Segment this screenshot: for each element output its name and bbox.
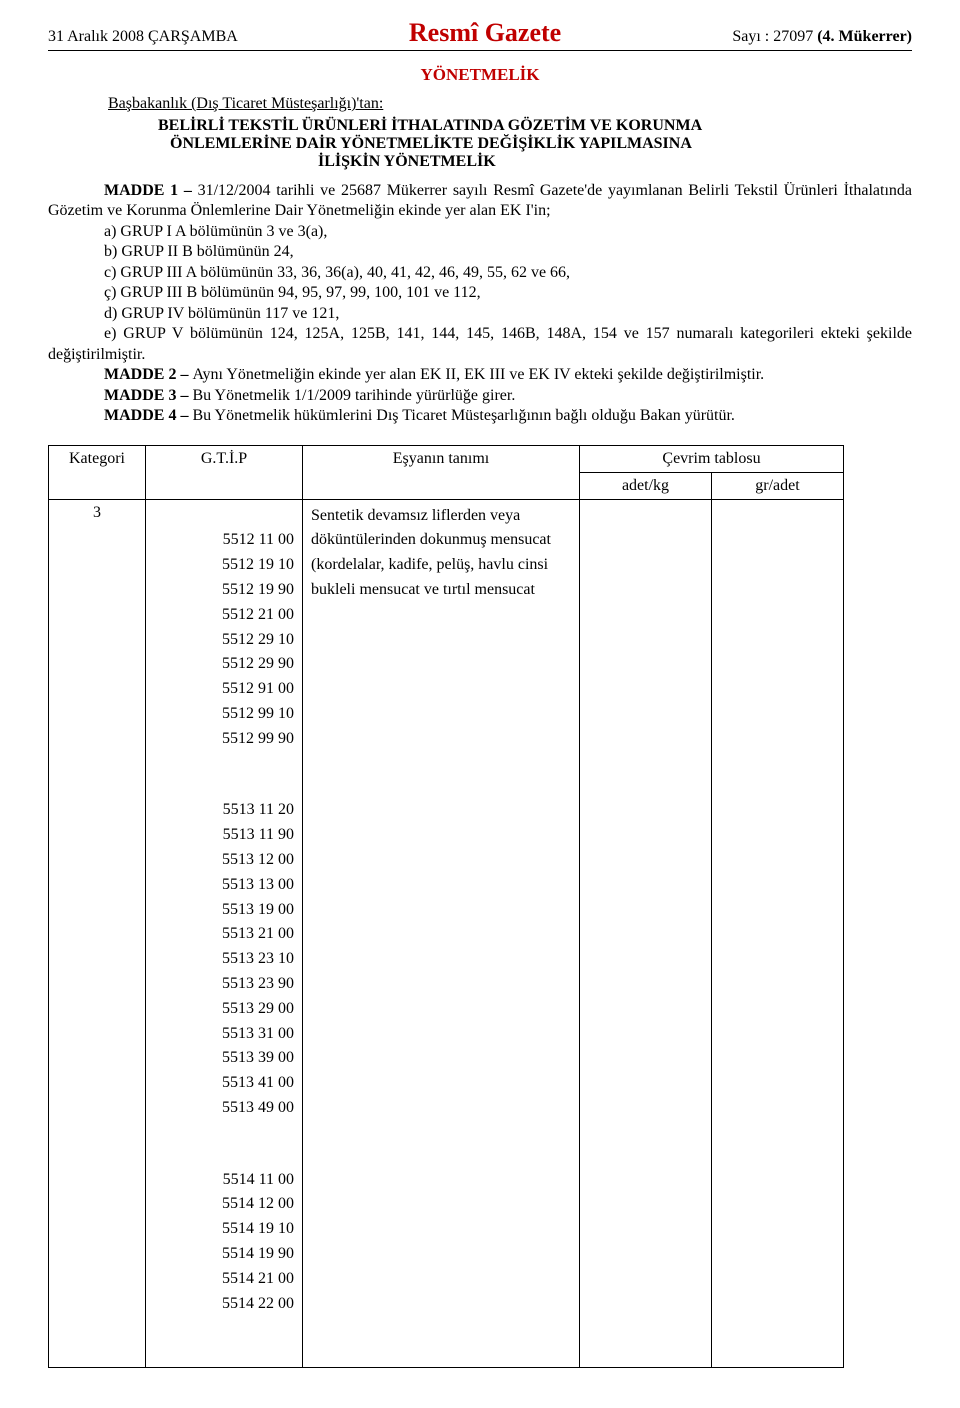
madde-3: MADDE 3 – Bu Yönetmelik 1/1/2009 tarihin… bbox=[48, 386, 912, 406]
madde-4: MADDE 4 – Bu Yönetmelik hükümlerini Dış … bbox=[48, 406, 912, 426]
issuer-text: Başbakanlık (Dış Ticaret Müsteşarlığı)'t… bbox=[108, 95, 383, 112]
table-header-row-1: Kategori G.T.İ.P Eşyanın tanımı Çevrim t… bbox=[49, 445, 844, 472]
madde-1: MADDE 1 – 31/12/2004 tarihli ve 25687 Mü… bbox=[48, 181, 912, 222]
cell-tanim: Sentetik devamsız liflerden veya döküntü… bbox=[303, 499, 580, 1368]
madde-1-label: MADDE 1 – bbox=[104, 182, 198, 199]
body-text: MADDE 1 – 31/12/2004 tarihli ve 25687 Mü… bbox=[48, 181, 912, 427]
table-row: 3 5512 11 00 5512 19 10 5512 19 90 5512 … bbox=[49, 499, 844, 1368]
gtip-group-3: 5514 11 00 5514 12 00 5514 19 10 5514 19… bbox=[154, 1168, 294, 1317]
col-header-gradet: gr/adet bbox=[712, 472, 844, 499]
col-header-kategori: Kategori bbox=[49, 445, 146, 499]
regulation-title: BELİRLİ TEKSTİL ÜRÜNLERİ İTHALATINDA GÖZ… bbox=[158, 117, 912, 171]
title-line-1: BELİRLİ TEKSTİL ÜRÜNLERİ İTHALATINDA GÖZ… bbox=[158, 117, 912, 135]
gtip-group-2: 5513 11 20 5513 11 90 5513 12 00 5513 13… bbox=[154, 798, 294, 1120]
title-line-3: İLİŞKİN YÖNETMELİK bbox=[318, 153, 912, 171]
cell-gtip: 5512 11 00 5512 19 10 5512 19 90 5512 21… bbox=[146, 499, 303, 1368]
madde-2-label: MADDE 2 – bbox=[104, 366, 192, 383]
cell-gradet bbox=[712, 499, 844, 1368]
cell-adetkg bbox=[580, 499, 712, 1368]
madde-1-item-b: b) GRUP II B bölümünün 24, bbox=[48, 242, 912, 262]
conversion-table: Kategori G.T.İ.P Eşyanın tanımı Çevrim t… bbox=[48, 445, 844, 1369]
madde-3-label: MADDE 3 – bbox=[104, 387, 192, 404]
madde-1-item-a: a) GRUP I A bölümünün 3 ve 3(a), bbox=[48, 222, 912, 242]
gazette-title: Resmî Gazete bbox=[238, 18, 733, 48]
madde-4-label: MADDE 4 – bbox=[104, 407, 192, 424]
section-heading: YÖNETMELİK bbox=[48, 65, 912, 85]
page-header: 31 Aralık 2008 ÇARŞAMBA Resmî Gazete Say… bbox=[48, 18, 912, 51]
madde-1-item-c: c) GRUP III A bölümünün 33, 36, 36(a), 4… bbox=[48, 263, 912, 283]
issue-suffix: (4. Mükerrer) bbox=[817, 28, 912, 45]
gtip-group-1: 5512 11 00 5512 19 10 5512 19 90 5512 21… bbox=[154, 528, 294, 751]
madde-4-text: Bu Yönetmelik hükümlerini Dış Ticaret Mü… bbox=[192, 407, 734, 424]
madde-1-item-f: e) GRUP V bölümünün 124, 125A, 125B, 141… bbox=[48, 324, 912, 365]
madde-2-text: Aynı Yönetmeliğin ekinde yer alan EK II,… bbox=[192, 366, 764, 383]
col-header-tanim: Eşyanın tanımı bbox=[303, 445, 580, 499]
issue-prefix: Sayı : 27097 bbox=[732, 28, 817, 45]
madde-2: MADDE 2 – Aynı Yönetmeliğin ekinde yer a… bbox=[48, 365, 912, 385]
col-header-adetkg: adet/kg bbox=[580, 472, 712, 499]
title-line-2: ÖNLEMLERİNE DAİR YÖNETMELİKTE DEĞİŞİKLİK… bbox=[170, 135, 912, 153]
header-date: 31 Aralık 2008 ÇARŞAMBA bbox=[48, 28, 238, 46]
col-header-gtip: G.T.İ.P bbox=[146, 445, 303, 499]
cell-kategori: 3 bbox=[49, 499, 146, 1368]
issuer-line: Başbakanlık (Dış Ticaret Müsteşarlığı)'t… bbox=[108, 95, 912, 113]
madde-1-item-e: d) GRUP IV bölümünün 117 ve 121, bbox=[48, 304, 912, 324]
madde-1-item-d: ç) GRUP III B bölümünün 94, 95, 97, 99, … bbox=[48, 283, 912, 303]
col-header-cevrim: Çevrim tablosu bbox=[580, 445, 844, 472]
madde-3-text: Bu Yönetmelik 1/1/2009 tarihinde yürürlü… bbox=[192, 387, 515, 404]
issue-number: Sayı : 27097 (4. Mükerrer) bbox=[732, 28, 912, 46]
